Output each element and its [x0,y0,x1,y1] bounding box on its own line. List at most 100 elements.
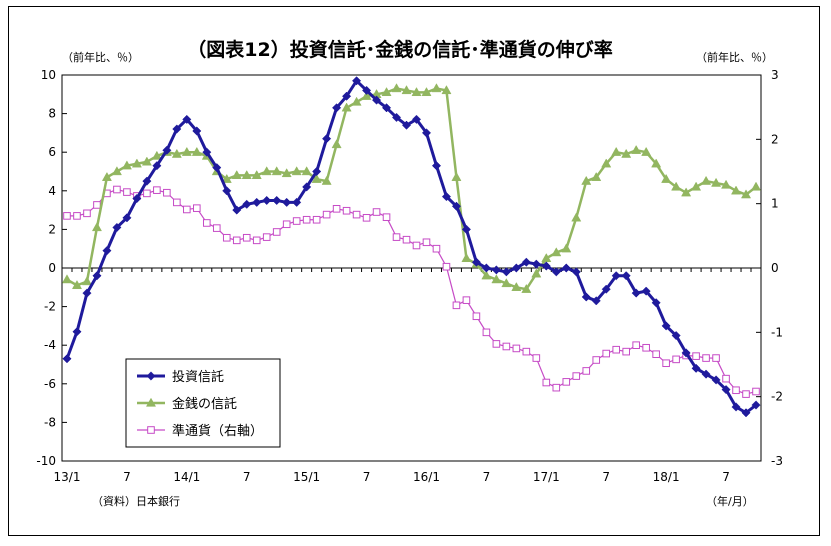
data-point-juntsuka [612,345,621,354]
data-point-kinsen [531,268,542,278]
data-point-toshin [551,267,561,277]
legend-label-toshin: 投資信託 [172,369,224,385]
data-point-toshin [531,259,541,269]
data-point-toshin [112,222,122,233]
data-point-toshin [691,363,701,373]
data-point-kinsen [621,148,632,158]
data-point-kinsen [191,146,202,156]
legend-swatch-marker-kinsen [145,397,157,407]
data-point-juntsuka [282,220,291,229]
data-point-juntsuka [542,378,551,387]
data-point-juntsuka [93,201,101,209]
data-point-juntsuka [572,372,581,380]
data-point-kinsen [251,170,262,180]
data-point-juntsuka [712,354,720,362]
data-point-kinsen [750,181,762,191]
chart-title: （図表12）投資信託･金銭の信託･準通貨の伸び率 [187,38,612,61]
left-tick-label: -4 [44,338,56,352]
data-point-kinsen [491,274,502,284]
data-point-kinsen [661,173,672,183]
data-point-juntsuka [352,210,361,219]
data-point-juntsuka [472,312,481,321]
data-point-toshin [571,267,581,277]
data-point-toshin [411,114,422,124]
data-point-toshin [352,76,362,86]
data-point-toshin [222,186,232,196]
chart-frame [8,6,820,536]
data-point-kinsen [381,87,392,97]
data-point-kinsen [121,160,132,170]
x-axis-unit: （年/月） [706,494,754,508]
x-tick-label: 7 [602,470,610,484]
left-tick-label: -10 [36,454,56,468]
right-tick-label: 0 [771,261,779,275]
data-point-kinsen [671,181,682,191]
left-tick-label: 2 [48,222,56,236]
x-tick-label: 7 [123,470,131,484]
data-point-toshin [731,402,741,412]
data-point-kinsen [561,243,572,253]
data-point-juntsuka [252,236,261,245]
data-point-juntsuka [173,198,181,207]
x-tick-label: 16/1 [413,470,440,484]
data-point-kinsen [421,87,432,97]
legend-swatch-marker-toshin [146,371,156,381]
data-point-juntsuka [63,212,71,220]
data-point-kinsen [81,276,92,286]
left-tick-label: 10 [41,68,56,82]
series-line-juntsuka [66,188,757,395]
data-point-juntsuka [292,217,301,225]
x-tick-label: 7 [363,470,371,484]
data-point-juntsuka [362,214,371,222]
data-point-juntsuka [582,367,591,375]
data-point-juntsuka [622,347,630,356]
data-point-toshin [581,292,591,302]
left-tick-label: 6 [48,145,56,159]
data-point-kinsen [571,212,582,222]
data-point-kinsen [581,175,592,185]
right-tick-label: -3 [771,454,783,468]
data-point-toshin [242,199,252,209]
data-point-juntsuka [432,244,441,253]
right-tick-label: 3 [771,68,779,82]
data-point-kinsen [441,85,452,95]
data-point-juntsuka [492,340,501,348]
data-point-toshin [741,408,751,418]
data-point-juntsuka [502,342,511,351]
data-point-kinsen [141,156,152,166]
data-point-juntsuka [83,209,91,218]
data-point-kinsen [551,247,562,257]
data-point-juntsuka [123,188,131,196]
data-point-kinsen [651,158,662,168]
data-point-kinsen [591,171,602,181]
data-point-toshin [681,348,691,358]
data-point-juntsuka [462,296,471,304]
data-point-toshin [62,354,72,364]
data-point-juntsuka [722,374,730,383]
data-point-juntsuka [73,212,81,220]
data-point-kinsen [611,146,622,156]
data-point-kinsen [701,175,712,185]
data-point-juntsuka [312,215,321,224]
right-tick-label: 1 [771,197,779,211]
data-point-juntsuka [592,356,601,364]
data-point-kinsen [151,150,162,160]
data-point-toshin [511,263,521,273]
data-point-toshin [322,134,332,144]
data-point-toshin [332,103,342,113]
x-tick-label: 13/1 [54,470,81,484]
x-tick-label: 18/1 [653,470,680,484]
data-point-kinsen [321,175,332,185]
data-point-kinsen [601,158,612,168]
data-point-juntsuka [452,301,461,310]
x-tick-label: 14/1 [173,470,200,484]
data-point-juntsuka [752,387,760,396]
data-point-toshin [721,385,731,395]
data-point-toshin [601,284,611,294]
data-point-kinsen [501,278,512,288]
data-point-juntsuka [302,215,311,224]
data-point-juntsuka [342,206,351,215]
data-point-juntsuka [742,390,750,398]
